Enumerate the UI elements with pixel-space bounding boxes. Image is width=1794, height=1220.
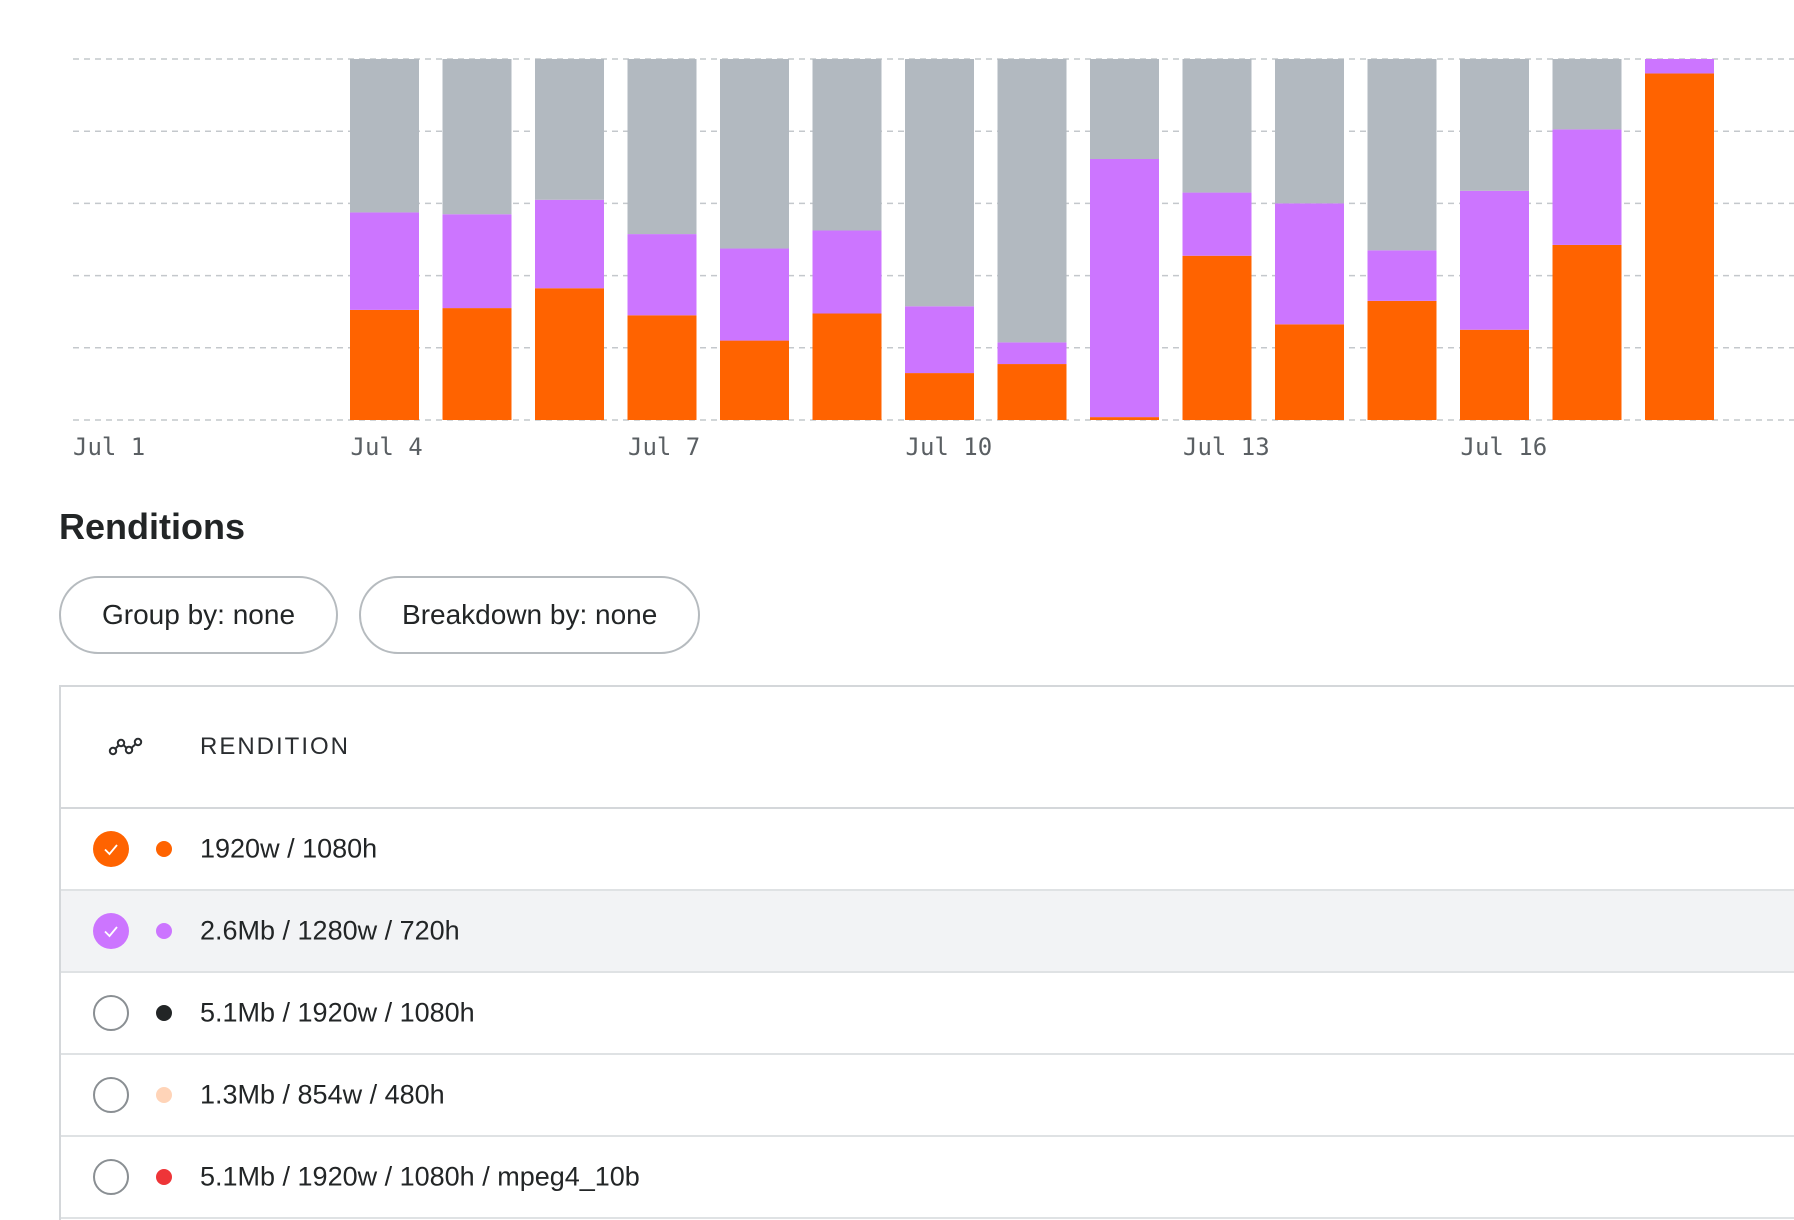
x-tick-label: Jul 7 — [628, 433, 700, 461]
bar-segment[interactable] — [1090, 417, 1159, 420]
bar-segment[interactable] — [905, 373, 974, 420]
bar-segment[interactable] — [535, 288, 604, 420]
bar-segment[interactable] — [720, 248, 789, 341]
bar-segment[interactable] — [905, 306, 974, 374]
bar-segment[interactable] — [997, 364, 1067, 420]
bar-segment[interactable] — [535, 199, 604, 289]
renditions-table: RENDITION 1920w / 1080h 2.6Mb / 1280w / 7… — [59, 685, 1794, 1220]
bar-segment[interactable] — [1645, 73, 1714, 420]
bar-segment[interactable] — [1552, 59, 1622, 130]
rendition-label: 5.1Mb / 1920w / 1080h — [200, 997, 475, 1028]
group-by-button[interactable]: Group by: none — [59, 576, 339, 654]
checkmark-icon — [104, 844, 118, 856]
bar-segment[interactable] — [1460, 329, 1529, 420]
bar-segment[interactable] — [1182, 255, 1252, 420]
x-tick-label: Jul 1 — [73, 433, 145, 461]
table-row[interactable]: 1.3Mb / 854w / 480h — [61, 1055, 1794, 1137]
x-tick-label: Jul 4 — [351, 433, 423, 461]
table-row[interactable]: 1920w / 1080h — [61, 809, 1794, 891]
bar-segment[interactable] — [812, 59, 882, 231]
series-color-dot — [156, 1087, 172, 1103]
bar-segment[interactable] — [1275, 324, 1344, 420]
x-tick-label: Jul 10 — [906, 433, 993, 461]
bar-segment[interactable] — [720, 340, 789, 420]
series-color-dot — [156, 1005, 172, 1021]
bar-segment[interactable] — [1275, 59, 1344, 204]
checkbox-unchecked[interactable] — [93, 1077, 129, 1113]
bar-segment[interactable] — [812, 230, 882, 314]
rendition-label: 1920w / 1080h — [200, 833, 378, 864]
section-title: Renditions — [59, 506, 245, 547]
breakdown-by-button[interactable]: Breakdown by: none — [359, 576, 701, 654]
bar-segment[interactable] — [812, 313, 882, 420]
bar-segment[interactable] — [350, 309, 419, 420]
table-header: RENDITION — [61, 687, 1794, 809]
bar-segment[interactable] — [1367, 250, 1437, 301]
checkbox-unchecked[interactable] — [93, 1159, 129, 1195]
table-row[interactable]: 5.1Mb / 1920w / 1080h / mpeg4_10b — [61, 1137, 1794, 1219]
bar-segment[interactable] — [350, 212, 419, 310]
bar-segment[interactable] — [1275, 203, 1344, 325]
x-tick-label: Jul 16 — [1461, 433, 1548, 461]
line-chart-icon[interactable] — [107, 735, 147, 759]
bar-segment[interactable] — [627, 315, 697, 420]
chart-controls: Group by: none Breakdown by: none — [59, 576, 701, 654]
bar-segment[interactable] — [1645, 59, 1714, 74]
table-row[interactable]: 5.1Mb / 1920w / 1080h — [61, 973, 1794, 1055]
series-color-dot — [156, 841, 172, 857]
series-color-dot — [156, 923, 172, 939]
bar-segment[interactable] — [1460, 59, 1529, 191]
bar-segment[interactable] — [905, 59, 974, 307]
bar-segment[interactable] — [1460, 190, 1529, 330]
table-row[interactable]: 2.6Mb / 1280w / 720h — [61, 891, 1794, 973]
renditions-stacked-bar-chart: Jul 1 Jul 4 Jul 7 Jul 10 Jul 13 Jul 16 — [0, 0, 1794, 480]
checkmark-icon — [104, 926, 118, 938]
table-body: 1920w / 1080h 2.6Mb / 1280w / 720h 5.1Mb /… — [61, 809, 1794, 1219]
bar-segment[interactable] — [535, 59, 604, 200]
rendition-column-header[interactable]: RENDITION — [200, 733, 350, 760]
checkbox-checked[interactable] — [93, 831, 129, 867]
bar-segment[interactable] — [1552, 129, 1622, 245]
rendition-label: 2.6Mb / 1280w / 720h — [200, 915, 460, 946]
bar-segment[interactable] — [1552, 244, 1622, 420]
bar-segment[interactable] — [1090, 59, 1159, 159]
breakdown-by-label: Breakdown by: none — [402, 599, 658, 630]
rendition-label: 5.1Mb / 1920w / 1080h / mpeg4_10b — [200, 1161, 640, 1192]
bar-segment[interactable] — [1090, 158, 1159, 418]
bar-segment[interactable] — [1367, 300, 1437, 420]
series-color-dot — [156, 1169, 172, 1185]
group-by-label: Group by: none — [102, 599, 296, 630]
checkbox-checked[interactable] — [93, 913, 129, 949]
bar-segment[interactable] — [627, 59, 697, 235]
bar-segment[interactable] — [720, 59, 789, 249]
bar-segment[interactable] — [350, 59, 419, 213]
x-tick-label: Jul 13 — [1183, 433, 1270, 461]
bar-segment[interactable] — [1182, 59, 1252, 193]
bar-segment[interactable] — [1367, 59, 1437, 251]
bar-segment[interactable] — [442, 214, 512, 309]
bar-segment[interactable] — [997, 342, 1067, 365]
bar-segment[interactable] — [442, 59, 512, 215]
chart-canvas: Jul 1 Jul 4 Jul 7 Jul 10 Jul 13 Jul 16 — [73, 58, 1794, 461]
bar-segment[interactable] — [442, 308, 512, 420]
rendition-label: 1.3Mb / 854w / 480h — [200, 1079, 445, 1110]
bar-segment[interactable] — [1182, 192, 1252, 256]
checkbox-unchecked[interactable] — [93, 995, 129, 1031]
bar-segment[interactable] — [997, 59, 1067, 343]
bar-segment[interactable] — [627, 234, 697, 316]
